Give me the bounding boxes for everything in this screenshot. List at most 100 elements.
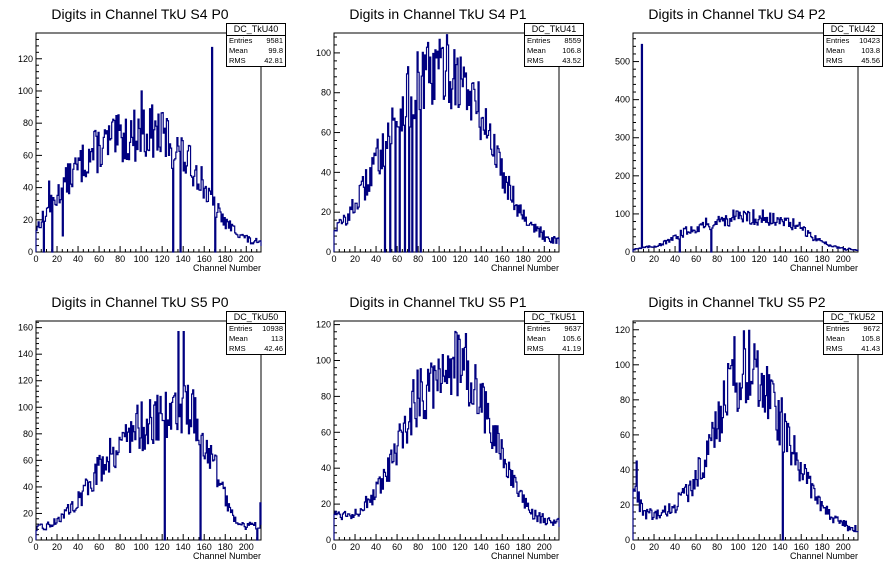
stats-entries-value: 10423 bbox=[859, 36, 880, 45]
y-tick-label: 60 bbox=[321, 427, 331, 437]
y-tick-label: 80 bbox=[23, 429, 33, 439]
y-tick-label: 40 bbox=[23, 482, 33, 492]
stats-rms-label: RMS bbox=[826, 344, 843, 353]
stats-mean-label: Mean bbox=[527, 46, 546, 55]
stats-entries-label: Entries bbox=[527, 36, 551, 45]
stats-rms-value: 41.19 bbox=[562, 344, 581, 353]
x-axis-label: Channel Number bbox=[490, 263, 559, 273]
histogram-series bbox=[333, 34, 560, 253]
stats-rms-value: 42.81 bbox=[264, 56, 283, 65]
histogram-pad-dc-tku42: Digits in Channel TkU S4 P2 0 20 40 60 80 100 1… bbox=[597, 0, 895, 286]
histogram-pad-dc-tku51: Digits in Channel TkU S5 P1 0 20 40 60 80 100 1… bbox=[298, 288, 596, 574]
stats-mean-row: Mean 103.8 bbox=[824, 46, 882, 56]
x-tick-label: 60 bbox=[392, 542, 402, 552]
x-tick-label: 160 bbox=[495, 254, 510, 264]
stats-box: DC_TkU40 Entries 9581 Mean 99.8 RMS 42.81 bbox=[226, 23, 286, 67]
histogram-pad-dc-tku41: Digits in Channel TkU S4 P1 0 20 40 60 80 100 1… bbox=[298, 0, 596, 286]
y-tick-label: 120 bbox=[615, 325, 630, 335]
x-tick-label: 200 bbox=[836, 542, 851, 552]
stats-entries-label: Entries bbox=[229, 324, 253, 333]
y-tick-label: 40 bbox=[321, 463, 331, 473]
y-tick-label: 80 bbox=[620, 395, 630, 405]
histogram-series bbox=[35, 46, 262, 253]
x-tick-label: 200 bbox=[537, 542, 552, 552]
stats-rms-row: RMS 42.81 bbox=[227, 56, 285, 66]
y-tick-label: 400 bbox=[615, 95, 630, 105]
x-tick-label: 0 bbox=[331, 542, 336, 552]
stats-box-histogram-name: DC_TkU52 bbox=[824, 312, 882, 324]
x-tick-label: 80 bbox=[712, 254, 722, 264]
histogram-series bbox=[632, 43, 859, 253]
stats-entries-row: Entries 9672 bbox=[824, 324, 882, 334]
y-tick-label: 40 bbox=[321, 167, 331, 177]
x-tick-label: 60 bbox=[691, 254, 701, 264]
x-tick-label: 100 bbox=[432, 254, 447, 264]
stats-entries-row: Entries 9637 bbox=[525, 324, 583, 334]
x-tick-label: 0 bbox=[630, 542, 635, 552]
histogram-pad-dc-tku50: Digits in Channel TkU S5 P0 0 20 40 60 80 100 1… bbox=[0, 288, 298, 574]
plot-frame bbox=[632, 320, 859, 541]
x-tick-label: 200 bbox=[239, 542, 254, 552]
plot-frame bbox=[333, 320, 560, 541]
histogram-plot: 0 20 40 60 80 100 120 140 160 180 200 0 100 200 300 400… bbox=[615, 32, 859, 264]
stats-box-histogram-name: DC_TkU50 bbox=[227, 312, 285, 324]
y-tick-label: 40 bbox=[23, 183, 33, 193]
stats-box: DC_TkU52 Entries 9672 Mean 105.8 RMS 41.43 bbox=[823, 311, 883, 355]
x-tick-label: 140 bbox=[474, 254, 489, 264]
histogram-series bbox=[632, 329, 859, 541]
y-tick-label: 100 bbox=[615, 209, 630, 219]
stats-box-histogram-name: DC_TkU42 bbox=[824, 24, 882, 36]
stats-mean-row: Mean 99.8 bbox=[227, 46, 285, 56]
histogram-title: Digits in Channel TkU S4 P1 bbox=[349, 6, 527, 22]
stats-rms-row: RMS 45.56 bbox=[824, 56, 882, 66]
stats-mean-label: Mean bbox=[826, 46, 845, 55]
histogram-pad-dc-tku52: Digits in Channel TkU S5 P2 0 20 40 60 80 100 1… bbox=[597, 288, 895, 574]
stats-rms-value: 41.43 bbox=[861, 344, 880, 353]
x-tick-label: 200 bbox=[537, 254, 552, 264]
y-tick-label: 160 bbox=[18, 323, 33, 333]
y-tick-label: 20 bbox=[23, 508, 33, 518]
y-tick-label: 200 bbox=[615, 171, 630, 181]
x-tick-label: 20 bbox=[649, 542, 659, 552]
stats-box: DC_TkU42 Entries 10423 Mean 103.8 RMS 45.56 bbox=[823, 23, 883, 67]
x-axis-label: Channel Number bbox=[192, 263, 261, 273]
stats-mean-label: Mean bbox=[229, 334, 248, 343]
x-tick-label: 180 bbox=[815, 254, 830, 264]
x-tick-label: 120 bbox=[752, 254, 767, 264]
y-tick-label: 20 bbox=[321, 207, 331, 217]
stats-entries-value: 9672 bbox=[863, 324, 880, 333]
stats-rms-label: RMS bbox=[527, 344, 544, 353]
histogram-pad-dc-tku40: Digits in Channel TkU S4 P0 0 20 40 60 80 100 1… bbox=[0, 0, 298, 286]
histogram-title: Digits in Channel TkU S5 P0 bbox=[51, 294, 229, 310]
y-tick-label: 80 bbox=[23, 118, 33, 128]
stats-entries-row: Entries 10938 bbox=[227, 324, 285, 334]
histogram-title: Digits in Channel TkU S5 P1 bbox=[349, 294, 527, 310]
x-tick-label: 140 bbox=[474, 542, 489, 552]
histogram-title: Digits in Channel TkU S4 P0 bbox=[51, 6, 229, 22]
histogram-plot: 0 20 40 60 80 100 120 140 160 180 200 0 20 40 60 80 100 1… bbox=[615, 320, 859, 552]
stats-mean-row: Mean 106.8 bbox=[525, 46, 583, 56]
histogram-title: Digits in Channel TkU S4 P2 bbox=[648, 6, 826, 22]
stats-entries-label: Entries bbox=[527, 324, 551, 333]
x-tick-label: 80 bbox=[712, 542, 722, 552]
stats-rms-row: RMS 43.52 bbox=[525, 56, 583, 66]
x-tick-label: 100 bbox=[731, 542, 746, 552]
stats-entries-row: Entries 9581 bbox=[227, 36, 285, 46]
x-tick-label: 40 bbox=[670, 254, 680, 264]
y-tick-label: 60 bbox=[23, 150, 33, 160]
x-tick-label: 0 bbox=[33, 254, 38, 264]
x-tick-label: 140 bbox=[773, 542, 788, 552]
stats-rms-value: 42.46 bbox=[264, 344, 283, 353]
stats-rms-row: RMS 42.46 bbox=[227, 344, 285, 354]
y-tick-label: 60 bbox=[23, 455, 33, 465]
x-tick-label: 20 bbox=[350, 254, 360, 264]
y-tick-label: 0 bbox=[28, 247, 33, 257]
stats-entries-value: 8559 bbox=[564, 36, 581, 45]
x-axis-label: Channel Number bbox=[490, 551, 559, 561]
stats-entries-row: Entries 8559 bbox=[525, 36, 583, 46]
y-tick-label: 120 bbox=[18, 54, 33, 64]
y-tick-label: 20 bbox=[321, 499, 331, 509]
stats-rms-label: RMS bbox=[229, 344, 246, 353]
x-tick-label: 180 bbox=[516, 254, 531, 264]
x-tick-label: 200 bbox=[239, 254, 254, 264]
